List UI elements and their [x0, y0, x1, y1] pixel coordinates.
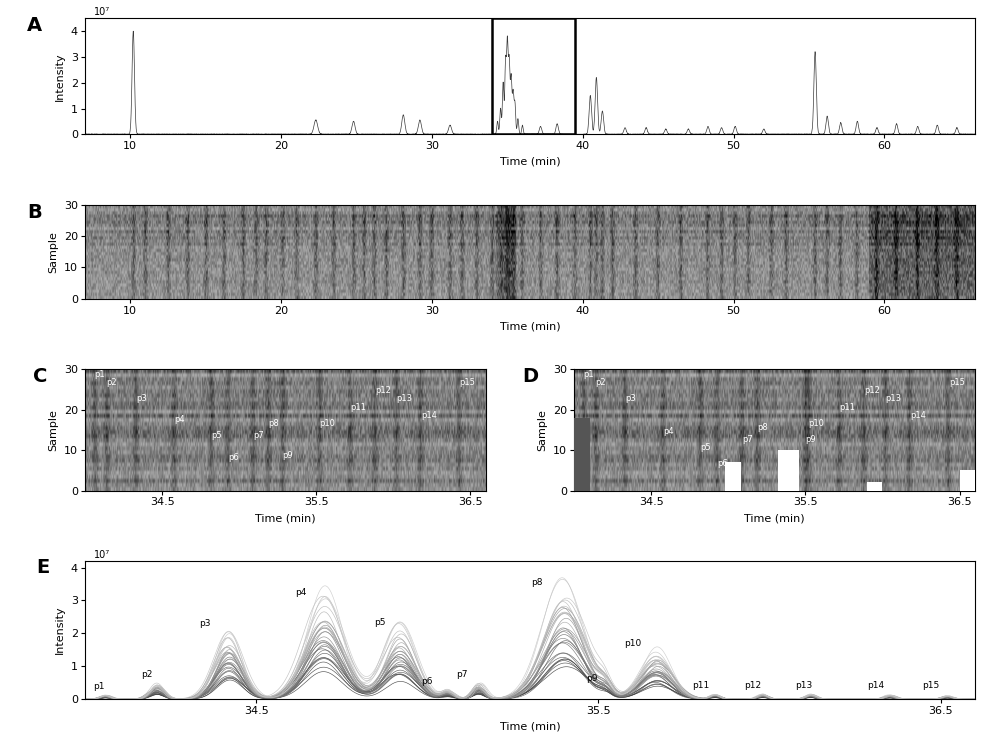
X-axis label: Time (min): Time (min)	[744, 513, 805, 523]
Text: p10: p10	[319, 419, 335, 427]
Text: p2: p2	[141, 671, 152, 679]
Text: p2: p2	[596, 378, 606, 387]
Text: p8: p8	[758, 423, 768, 432]
Text: p11: p11	[839, 403, 855, 411]
Text: p12: p12	[864, 386, 880, 395]
Text: p5: p5	[211, 431, 222, 440]
Text: p13: p13	[396, 395, 412, 403]
Text: 10⁷: 10⁷	[94, 550, 110, 559]
Text: p6: p6	[228, 453, 239, 462]
Text: p9: p9	[282, 451, 293, 460]
Y-axis label: Sample: Sample	[537, 409, 547, 451]
Text: p13: p13	[886, 395, 902, 403]
X-axis label: Time (min): Time (min)	[500, 722, 560, 731]
Text: p5: p5	[374, 618, 385, 627]
Text: p15: p15	[922, 681, 939, 690]
Bar	[725, 462, 741, 490]
Text: p3: p3	[136, 395, 147, 403]
Text: p14: p14	[910, 411, 926, 419]
Text: p10: p10	[808, 419, 824, 427]
Text: p6: p6	[717, 459, 728, 468]
Text: p14: p14	[867, 681, 884, 690]
Bar	[778, 450, 799, 490]
Text: 10⁷: 10⁷	[94, 7, 110, 17]
Text: p8: p8	[268, 419, 279, 427]
X-axis label: Time (min): Time (min)	[255, 513, 316, 523]
Bar	[492, 18, 575, 134]
Text: p13: p13	[795, 681, 812, 690]
Text: A: A	[27, 16, 42, 35]
Text: p11: p11	[350, 403, 366, 411]
Y-axis label: Intensity: Intensity	[55, 605, 65, 654]
X-axis label: Time (min): Time (min)	[500, 157, 560, 167]
Text: p9: p9	[586, 673, 597, 683]
Text: p7: p7	[456, 671, 467, 679]
Bar	[960, 470, 975, 490]
Text: p3: p3	[199, 619, 211, 628]
Y-axis label: Sample: Sample	[48, 231, 58, 272]
Text: p6: p6	[422, 677, 433, 686]
Text: p11: p11	[693, 681, 710, 690]
Text: p5: p5	[701, 443, 711, 452]
Text: p4: p4	[664, 427, 674, 436]
Bar	[574, 418, 590, 490]
Text: p12: p12	[375, 386, 391, 395]
Text: D: D	[522, 367, 538, 386]
Y-axis label: Sample: Sample	[48, 409, 58, 451]
Text: E: E	[36, 559, 49, 578]
Y-axis label: Intensity: Intensity	[55, 52, 65, 100]
Text: C: C	[33, 367, 47, 386]
Text: p15: p15	[949, 378, 965, 387]
Text: p1: p1	[93, 681, 104, 691]
X-axis label: Time (min): Time (min)	[500, 321, 560, 331]
Text: p2: p2	[107, 378, 117, 387]
Text: p7: p7	[253, 431, 264, 440]
Text: p10: p10	[624, 639, 641, 648]
Text: p1: p1	[583, 370, 594, 379]
Text: p7: p7	[742, 435, 753, 444]
Text: p8: p8	[531, 578, 543, 587]
Text: p12: p12	[744, 681, 761, 690]
Text: p1: p1	[94, 370, 105, 379]
Text: p4: p4	[174, 415, 185, 424]
Text: p3: p3	[625, 395, 636, 403]
Text: p4: p4	[295, 588, 306, 597]
Text: p9: p9	[805, 435, 816, 444]
Text: p14: p14	[421, 411, 437, 419]
Text: p15: p15	[460, 378, 476, 387]
Text: B: B	[27, 203, 42, 222]
Bar	[867, 482, 882, 490]
